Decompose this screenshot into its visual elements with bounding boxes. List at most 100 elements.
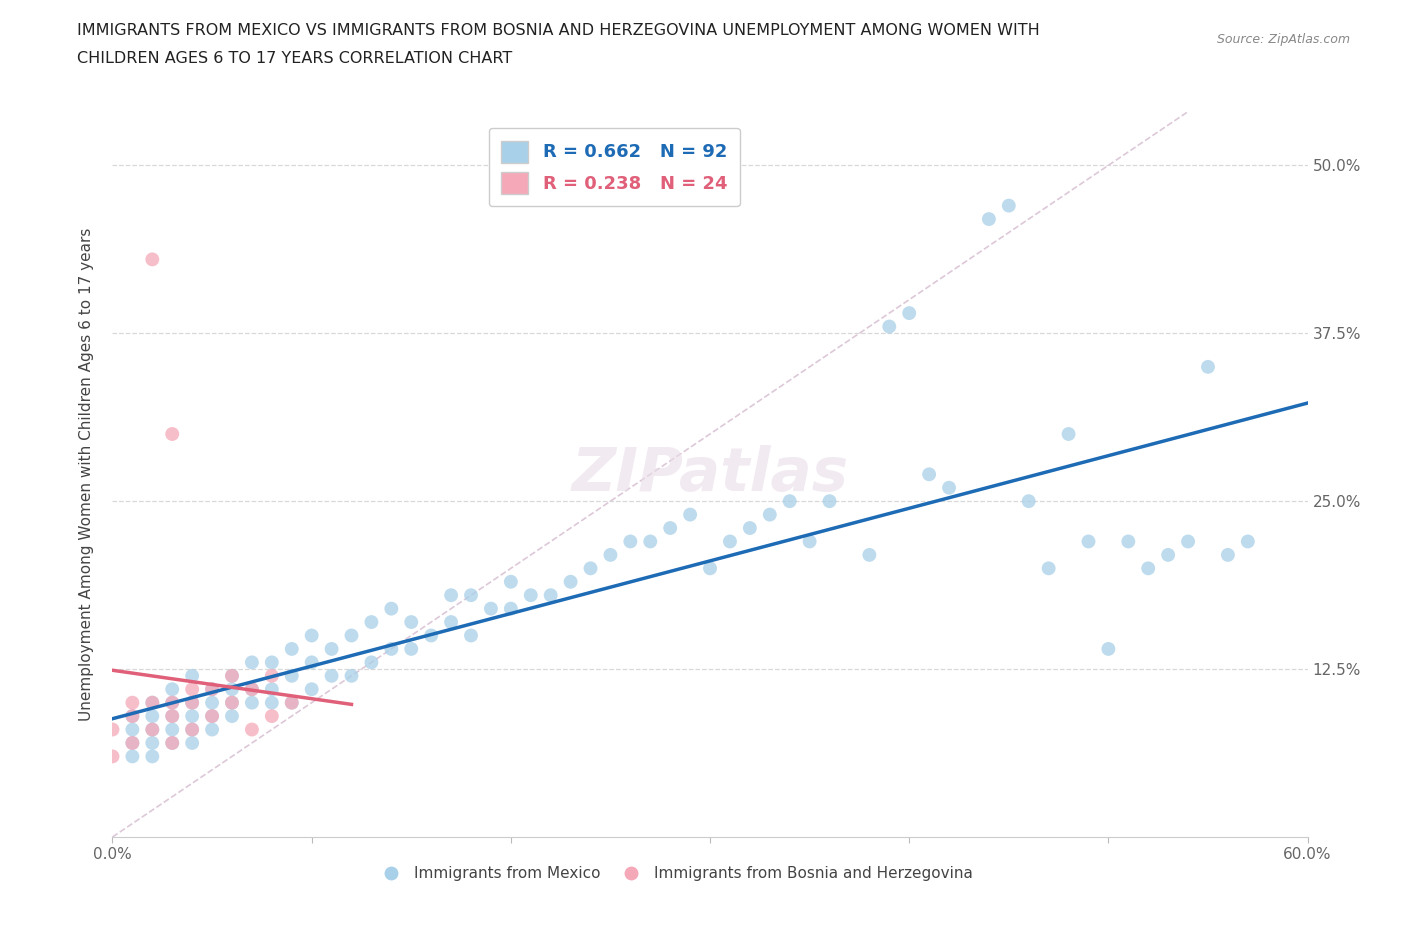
Point — [1018, 494, 1040, 509]
Point — [1097, 642, 1119, 657]
Point — [162, 682, 183, 697]
Point — [162, 736, 183, 751]
Text: CHILDREN AGES 6 TO 17 YEARS CORRELATION CHART: CHILDREN AGES 6 TO 17 YEARS CORRELATION … — [77, 51, 513, 66]
Point — [141, 749, 163, 764]
Point — [281, 696, 304, 711]
Point — [440, 615, 463, 630]
Point — [162, 696, 183, 711]
Point — [640, 534, 662, 549]
Point — [121, 749, 143, 764]
Point — [121, 709, 143, 724]
Point — [141, 709, 163, 724]
Point — [260, 655, 283, 670]
Point — [1118, 534, 1140, 549]
Point — [181, 682, 204, 697]
Point — [281, 696, 304, 711]
Point — [1177, 534, 1199, 549]
Point — [360, 615, 382, 630]
Point — [121, 722, 143, 737]
Point — [201, 709, 224, 724]
Point — [460, 628, 482, 643]
Point — [201, 682, 224, 697]
Text: Source: ZipAtlas.com: Source: ZipAtlas.com — [1216, 33, 1350, 46]
Y-axis label: Unemployment Among Women with Children Ages 6 to 17 years: Unemployment Among Women with Children A… — [79, 228, 94, 721]
Point — [141, 722, 163, 737]
Point — [201, 709, 224, 724]
Point — [659, 521, 682, 536]
Point — [201, 722, 224, 737]
Point — [380, 601, 402, 616]
Point — [420, 628, 443, 643]
Point — [240, 655, 263, 670]
Point — [360, 655, 382, 670]
Point — [162, 696, 183, 711]
Point — [818, 494, 841, 509]
Point — [340, 669, 363, 684]
Point — [1038, 561, 1060, 576]
Point — [101, 722, 124, 737]
Point — [221, 696, 243, 711]
Point — [1216, 548, 1239, 563]
Point — [401, 642, 423, 657]
Point — [779, 494, 801, 509]
Point — [520, 588, 543, 603]
Point — [301, 655, 323, 670]
Point — [1077, 534, 1099, 549]
Point — [141, 252, 163, 267]
Point — [499, 601, 522, 616]
Point — [121, 736, 143, 751]
Point — [301, 682, 323, 697]
Point — [440, 588, 463, 603]
Point — [181, 696, 204, 711]
Point — [579, 561, 602, 576]
Point — [281, 642, 304, 657]
Point — [560, 575, 582, 590]
Point — [679, 507, 702, 522]
Point — [918, 467, 941, 482]
Point — [121, 709, 143, 724]
Point — [998, 198, 1021, 213]
Point — [281, 669, 304, 684]
Point — [1237, 534, 1260, 549]
Point — [121, 736, 143, 751]
Point — [141, 696, 163, 711]
Point — [540, 588, 562, 603]
Point — [162, 427, 183, 442]
Point — [380, 642, 402, 657]
Point — [738, 521, 761, 536]
Point — [260, 682, 283, 697]
Text: IMMIGRANTS FROM MEXICO VS IMMIGRANTS FROM BOSNIA AND HERZEGOVINA UNEMPLOYMENT AM: IMMIGRANTS FROM MEXICO VS IMMIGRANTS FRO… — [77, 23, 1040, 38]
Point — [240, 722, 263, 737]
Point — [1057, 427, 1080, 442]
Point — [479, 601, 502, 616]
Point — [240, 682, 263, 697]
Point — [718, 534, 741, 549]
Point — [260, 709, 283, 724]
Point — [619, 534, 641, 549]
Point — [221, 709, 243, 724]
Point — [141, 722, 163, 737]
Point — [101, 749, 124, 764]
Point — [1157, 548, 1180, 563]
Point — [321, 669, 343, 684]
Point — [1197, 359, 1219, 374]
Point — [201, 696, 224, 711]
Point — [162, 709, 183, 724]
Point — [499, 575, 522, 590]
Point — [181, 696, 204, 711]
Point — [260, 696, 283, 711]
Point — [221, 696, 243, 711]
Point — [240, 682, 263, 697]
Point — [181, 722, 204, 737]
Point — [699, 561, 721, 576]
Point — [340, 628, 363, 643]
Point — [599, 548, 621, 563]
Point — [401, 615, 423, 630]
Point — [460, 588, 482, 603]
Point — [201, 682, 224, 697]
Point — [181, 722, 204, 737]
Point — [879, 319, 901, 334]
Point — [977, 212, 1000, 227]
Point — [181, 669, 204, 684]
Legend: Immigrants from Mexico, Immigrants from Bosnia and Herzegovina: Immigrants from Mexico, Immigrants from … — [370, 860, 979, 887]
